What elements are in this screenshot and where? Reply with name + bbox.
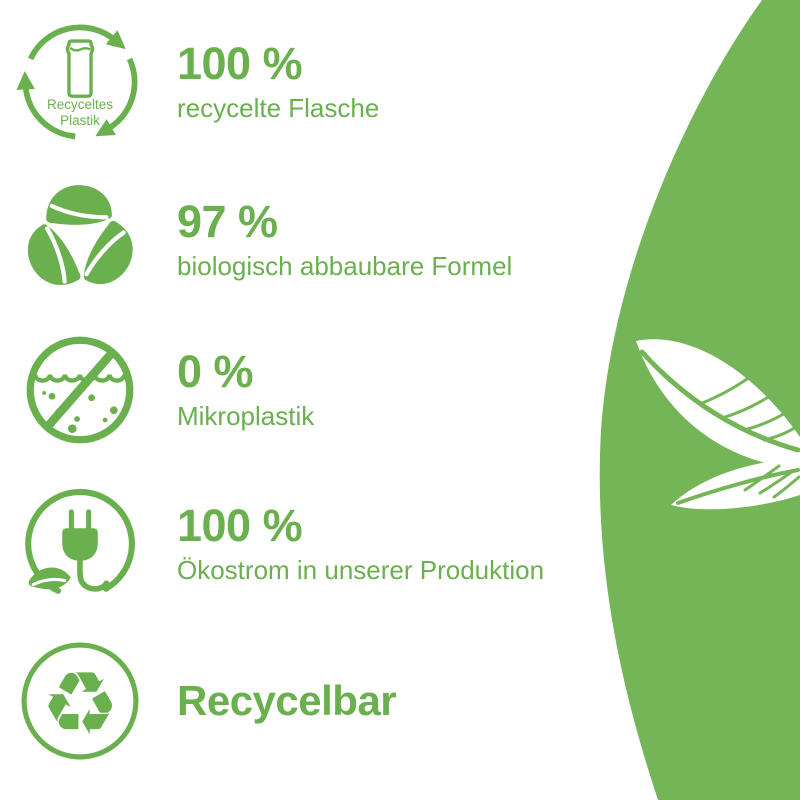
icon-column: Recyceltes Plastik — [0, 19, 160, 145]
leaf-triad — [27, 185, 133, 286]
circular-arrows — [16, 24, 138, 140]
icon-column — [0, 483, 160, 605]
recycling-symbol-icon: ♻ — [19, 640, 141, 762]
water-wave-line — [32, 374, 127, 383]
benefit-label: recycelte Flasche — [177, 93, 380, 124]
icon-column — [0, 183, 160, 297]
leaf-cycle-icon — [23, 183, 137, 297]
large-leaf-vein — [720, 390, 778, 420]
large-leaf-vein — [698, 372, 756, 406]
recycle-arrows-glyph: ♻ — [41, 653, 119, 755]
small-leaf-vein — [758, 469, 795, 495]
bottle-caption-line2: Plastik — [60, 112, 100, 128]
eco-power-plug-icon — [19, 483, 141, 605]
icon-column — [0, 332, 160, 448]
large-leaf-vein — [762, 423, 800, 442]
prohibition-slash — [43, 349, 116, 431]
benefit-row-biodegradable: 97 % biologisch abbaubare Formel — [0, 179, 512, 301]
benefit-row-recycled-bottle: Recyceltes Plastik 100 % recycelte Flasc… — [0, 18, 379, 146]
large-leaf-midrib — [639, 349, 800, 453]
bottle-caption: Recyceltes Plastik — [17, 97, 143, 128]
microplastic-dots — [42, 390, 118, 434]
leaf-decoration — [636, 339, 800, 510]
large-leaf-vein — [742, 408, 792, 432]
recycled-plastic-bottle-icon: Recyceltes Plastik — [16, 19, 143, 145]
bottle-outline — [65, 39, 95, 98]
no-microplastic-icon — [22, 332, 138, 448]
bottle-caption-line1: Recyceltes — [46, 97, 114, 112]
benefit-value: 0 % — [177, 346, 254, 398]
prohibition-circle — [26, 336, 134, 444]
small-leaf-vein — [772, 475, 800, 499]
benefit-label: biologisch abbaubare Formel — [177, 251, 513, 282]
benefit-row-no-microplastic: 0 % Mikroplastik — [0, 331, 314, 449]
benefit-value: 100 % — [177, 38, 303, 90]
benefit-text: 100 % recycelte Flasche — [177, 41, 379, 123]
icon-column: ♻ — [0, 640, 160, 762]
benefit-label: Mikroplastik — [177, 401, 315, 432]
recycle-circle — [21, 642, 139, 760]
benefit-row-recyclable: ♻ Recycelbar — [0, 638, 397, 764]
plug-body — [62, 509, 98, 561]
benefit-label: Ökostrom in unserer Produktion — [177, 555, 545, 586]
benefit-text: 100 % Ökostrom in unserer Produktion — [177, 503, 544, 585]
small-leaf-vein — [743, 464, 781, 492]
benefit-value: 97 % — [177, 196, 278, 248]
benefit-value: Recycelbar — [177, 677, 397, 724]
cable-circle — [25, 488, 135, 594]
small-leaf-midrib — [676, 468, 800, 505]
benefit-value: 100 % — [177, 500, 303, 552]
benefit-text: 97 % biologisch abbaubare Formel — [177, 199, 512, 281]
benefit-row-green-energy: 100 % Ökostrom in unserer Produktion — [0, 481, 544, 607]
plug-leaf — [28, 567, 71, 590]
benefit-text: 0 % Mikroplastik — [177, 349, 314, 431]
power-cord — [77, 557, 110, 592]
benefit-text: Recycelbar — [177, 677, 397, 724]
